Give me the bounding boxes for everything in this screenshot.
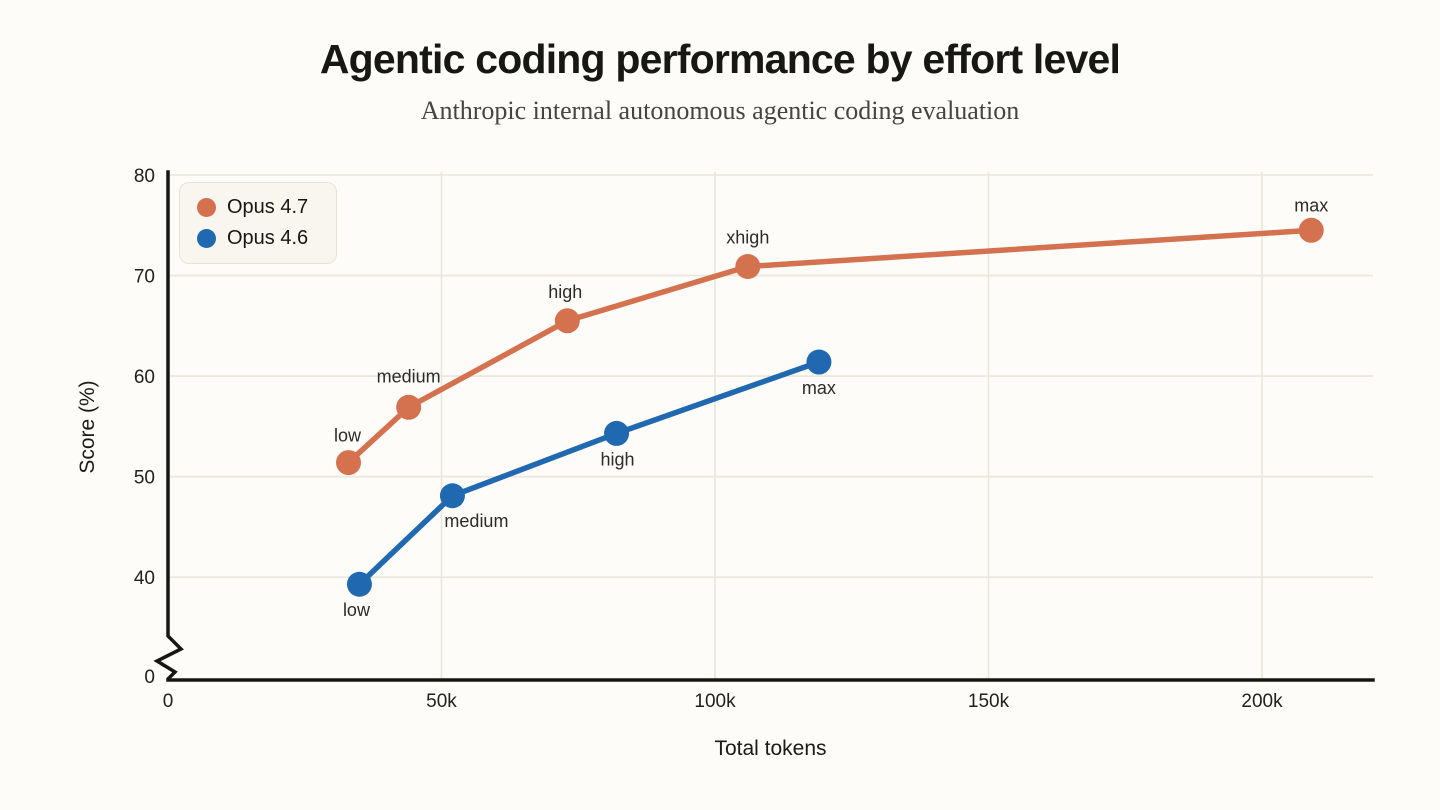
y-tick-40: 40 bbox=[134, 568, 155, 589]
y-tick-0: 0 bbox=[144, 667, 155, 688]
legend-label-opus-4-7: Opus 4.7 bbox=[227, 196, 309, 218]
y-tick-80: 80 bbox=[134, 166, 155, 187]
y-tick-50: 50 bbox=[134, 468, 155, 489]
page-title: Agentic coding performance by effort lev… bbox=[319, 36, 1121, 82]
page-subtitle: Anthropic internal autonomous agentic co… bbox=[420, 96, 1020, 125]
point-label-opus-4-7-max: max bbox=[1294, 195, 1328, 215]
point-opus-4-7-high bbox=[554, 308, 580, 334]
x-tick-150k: 150k bbox=[968, 691, 1010, 712]
point-opus-4-6-low bbox=[346, 571, 372, 597]
point-label-opus-4-7-high: high bbox=[548, 282, 582, 302]
point-opus-4-6-max bbox=[806, 349, 832, 375]
x-tick-0: 0 bbox=[163, 691, 174, 712]
series-line-opus-4-6 bbox=[356, 359, 822, 587]
legend-label-opus-4-6: Opus 4.6 bbox=[227, 227, 309, 249]
point-label-opus-4-6-high: high bbox=[601, 449, 635, 469]
point-opus-4-6-medium bbox=[439, 483, 465, 509]
point-opus-4-7-medium bbox=[396, 394, 422, 420]
point-opus-4-7-xhigh bbox=[735, 254, 761, 280]
legend: Opus 4.7 Opus 4.6 bbox=[179, 182, 338, 264]
x-tick-50k: 50k bbox=[426, 691, 457, 712]
y-tick-60: 60 bbox=[134, 367, 155, 388]
y-axis-title: Score (%) bbox=[76, 380, 99, 474]
point-opus-4-7-max bbox=[1298, 217, 1324, 243]
legend-item-opus-4-6: Opus 4.6 bbox=[197, 227, 308, 250]
x-axis-title: Total tokens bbox=[714, 737, 827, 760]
point-label-opus-4-7-xhigh: xhigh bbox=[726, 228, 769, 248]
x-tick-200k: 200k bbox=[1241, 691, 1283, 712]
x-tick-100k: 100k bbox=[694, 691, 736, 712]
point-opus-4-6-high bbox=[604, 420, 630, 446]
series-line-opus-4-7 bbox=[345, 227, 1314, 466]
point-label-opus-4-7-low: low bbox=[334, 426, 362, 446]
legend-dot-opus-4-7 bbox=[197, 198, 216, 217]
point-label-opus-4-7-medium: medium bbox=[377, 366, 441, 386]
legend-item-opus-4-7: Opus 4.7 bbox=[197, 196, 308, 219]
point-label-opus-4-6-max: max bbox=[802, 378, 836, 398]
point-label-opus-4-6-low: low bbox=[343, 600, 371, 620]
point-label-opus-4-6-medium: medium bbox=[444, 511, 508, 531]
point-opus-4-7-low bbox=[336, 450, 362, 476]
y-tick-70: 70 bbox=[134, 267, 155, 288]
legend-dot-opus-4-6 bbox=[197, 229, 216, 248]
axes-with-break bbox=[153, 170, 1375, 682]
